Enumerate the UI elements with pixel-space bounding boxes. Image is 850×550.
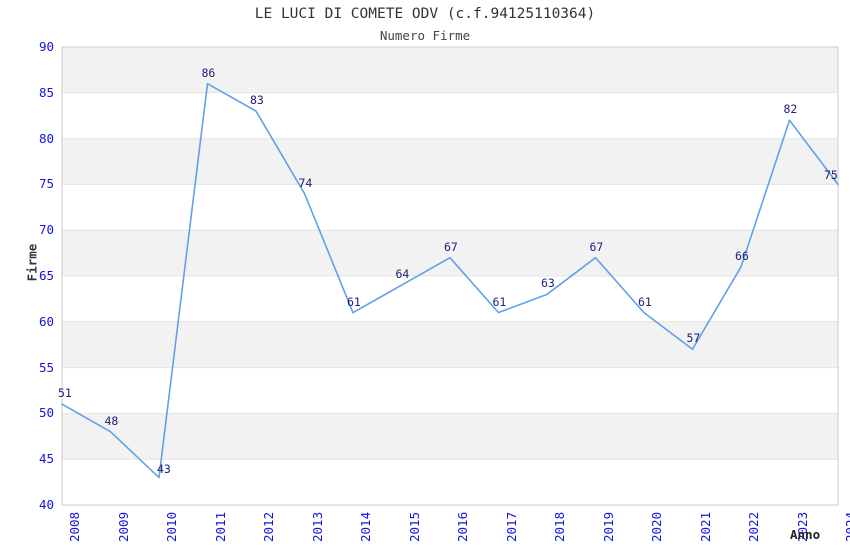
plot-border [61,46,839,506]
x-tick-label: 2016 [455,511,470,542]
y-axis-title: Firme [24,243,40,282]
x-tick-label: 2013 [309,511,325,542]
data-point-label: 61 [347,294,361,309]
y-tick-label: 40 [38,497,54,512]
data-point-label: 48 [104,413,119,428]
x-tick-label: 2015 [406,511,422,542]
data-point-label: 86 [201,65,216,80]
x-tick-label: 2020 [649,511,664,542]
x-tick-label: 2017 [503,511,519,542]
chart-title: LE LUCI DI COMETE ODV (c.f.94125110364) [254,6,596,22]
y-tick-label: 45 [38,451,54,467]
y-tick-label: 85 [38,84,54,100]
x-tick-label: 2012 [261,511,276,542]
y-tick-label: 90 [38,39,54,54]
data-point-label: 51 [58,386,72,401]
x-tick-label: 2019 [600,511,616,542]
x-tick-label: 2011 [212,511,228,542]
y-tick-label: 80 [38,130,54,146]
data-point-label: 43 [157,461,171,476]
x-tick-label: 2018 [552,511,567,542]
data-point-label: 64 [395,267,410,282]
data-point-label: 63 [541,276,555,291]
data-point-label: 82 [783,102,798,117]
data-point-label: 75 [824,168,838,183]
series-line-numero-firme [61,82,839,479]
x-tick-label: 2022 [746,511,761,542]
background-bands [62,47,838,460]
y-tick-label: 55 [38,359,54,375]
data-point-label: 61 [638,294,652,309]
x-tick-label: 2014 [358,511,373,542]
chart-subtitle: Numero Firme [379,28,471,43]
data-point-label: 67 [589,239,604,254]
data-point-label: 67 [444,239,458,254]
x-tick-label: 2021 [697,511,713,542]
x-tick-label: 2008 [67,511,82,542]
y-tick-label: 75 [38,176,54,192]
data-point-label: 57 [686,331,701,346]
y-tick-label: 60 [38,313,54,329]
data-point-label: 83 [250,93,264,108]
x-tick-label: 2009 [115,511,131,542]
y-tick-label: 65 [38,268,54,283]
data-point-label: 74 [298,175,313,190]
x-tick-label: 2010 [164,511,179,542]
y-tick-label: 50 [38,405,54,421]
data-point-label: 61 [492,294,507,309]
x-axis-title: Anno [790,527,821,542]
y-tick-label: 70 [38,222,54,238]
x-tick-label: 2024 [843,511,850,542]
data-point-label: 66 [735,248,749,263]
